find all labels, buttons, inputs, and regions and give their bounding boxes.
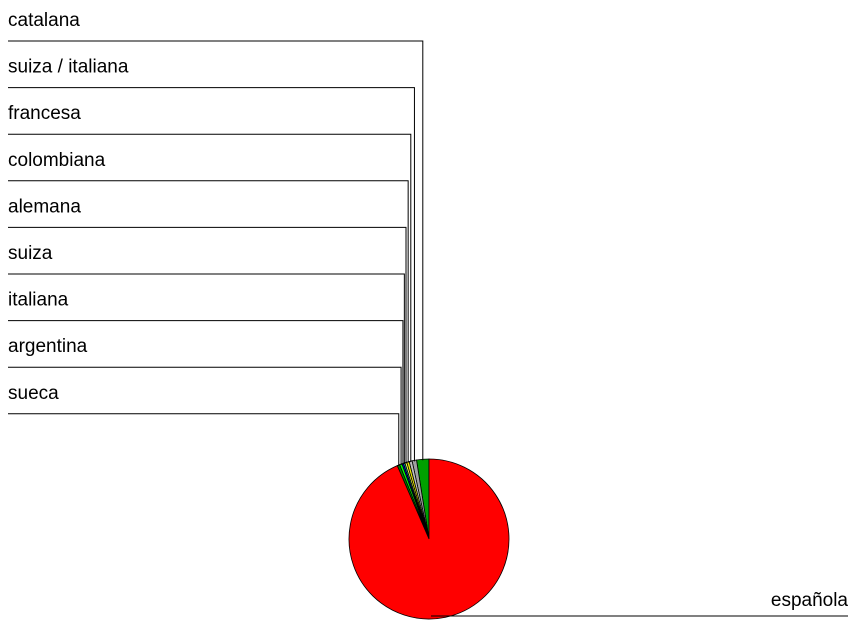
slice-label-argentina: argentina [8,336,88,357]
slice-label-francesa: francesa [8,103,81,124]
leader-lines [8,40,848,617]
leader-line-sueca [8,413,400,467]
slice-label-alemana: alemana [8,196,81,217]
leader-line-alemana [8,226,407,464]
slice-label-italiana: italiana [8,290,69,311]
leader-line-suiza [8,273,405,464]
pie-slices [348,458,510,620]
leader-line-suiza-italiana [8,87,415,462]
slice-label-española: española [771,590,849,611]
leader-line-colombiana [8,180,409,463]
leader-line-argentina [8,366,402,466]
pie-slice-española [348,458,510,620]
slice-label-suiza: suiza [8,243,53,264]
slice-labels: catalana suiza / italiana francesa colombia… [8,10,848,611]
slice-label-suiza-italiana: suiza / italiana [8,57,129,78]
leader-line-italiana [8,320,404,465]
slice-label-colombiana: colombiana [8,150,106,171]
slice-label-sueca: sueca [8,383,59,404]
leader-line-francesa [8,133,412,463]
slice-label-catalana: catalana [8,10,80,31]
leader-line-catalana [8,40,424,461]
